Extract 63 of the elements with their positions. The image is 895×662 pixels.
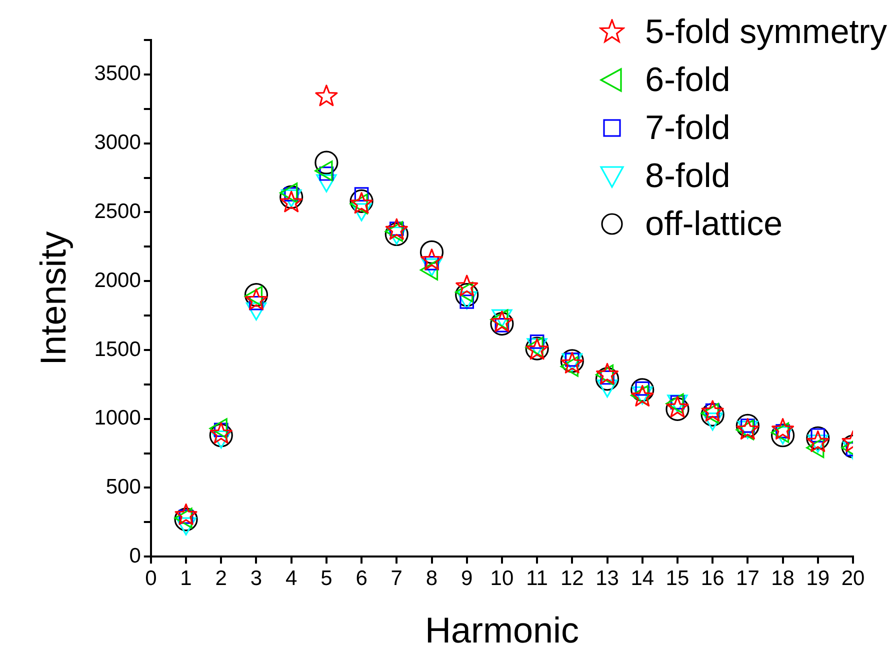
x-axis-title: Harmonic	[424, 609, 579, 650]
x-tick-label: 6	[356, 566, 368, 590]
x-tick-label: 13	[596, 566, 619, 590]
point	[244, 288, 268, 310]
x-tick-label: 5	[320, 566, 332, 590]
x-tick-label: 11	[526, 566, 548, 590]
x-tick-label: 18	[771, 566, 794, 590]
x-tick-label: 14	[630, 566, 654, 590]
legend-label: 5-fold symmetry	[645, 12, 887, 52]
y-axis-title: Intensity	[32, 231, 74, 366]
x-tick-label: 7	[390, 566, 402, 590]
legend-label: 6-fold	[645, 60, 730, 100]
x-tick-label: 4	[285, 566, 298, 590]
point	[244, 283, 268, 307]
x-tick-label: 10	[490, 566, 514, 590]
point	[280, 190, 303, 212]
y-tick-label: 1000	[94, 406, 141, 430]
point	[596, 362, 619, 384]
point	[420, 248, 444, 270]
x-tick-label: 8	[426, 566, 438, 590]
point	[736, 414, 760, 438]
x-tick-label: 17	[736, 566, 760, 590]
x-tick-label: 20	[841, 566, 865, 590]
legend-label: off-lattice	[645, 204, 782, 244]
point	[456, 274, 478, 296]
y-tick-label: 3500	[94, 62, 141, 86]
point	[701, 400, 724, 422]
point	[490, 310, 514, 332]
point	[314, 150, 338, 174]
y-tick-label: 500	[106, 476, 141, 499]
point	[210, 422, 232, 444]
point	[772, 418, 794, 440]
point	[280, 185, 304, 209]
legend-label: 7-fold	[645, 108, 730, 148]
y-tick-label: 3000	[94, 131, 141, 154]
point	[490, 312, 514, 336]
point	[315, 84, 338, 106]
point	[455, 283, 479, 307]
point	[209, 424, 233, 448]
legend-label: 8-fold	[645, 156, 730, 196]
x-tick-label: 9	[461, 566, 473, 590]
x-tick-label: 16	[700, 566, 724, 590]
point	[630, 378, 654, 402]
point	[700, 402, 724, 427]
point	[806, 430, 830, 452]
y-tick-label: 2000	[94, 268, 141, 292]
x-tick-label: 2	[215, 566, 227, 590]
point	[806, 426, 830, 450]
x-tick-label: 12	[560, 566, 584, 590]
y-tick-label: 2500	[94, 200, 141, 223]
point	[385, 218, 408, 240]
point	[420, 240, 444, 264]
y-tick-label: 1500	[94, 338, 141, 361]
x-tick-label: 15	[666, 566, 690, 590]
point	[595, 367, 620, 391]
x-tick-label: 19	[806, 566, 830, 590]
x-tick-label: 0	[145, 566, 157, 590]
point	[174, 503, 198, 525]
x-tick-label: 1	[180, 566, 192, 590]
y-tick-label: 0	[129, 544, 141, 568]
point	[174, 508, 198, 532]
point	[384, 222, 408, 246]
x-tick-label: 3	[250, 566, 262, 590]
